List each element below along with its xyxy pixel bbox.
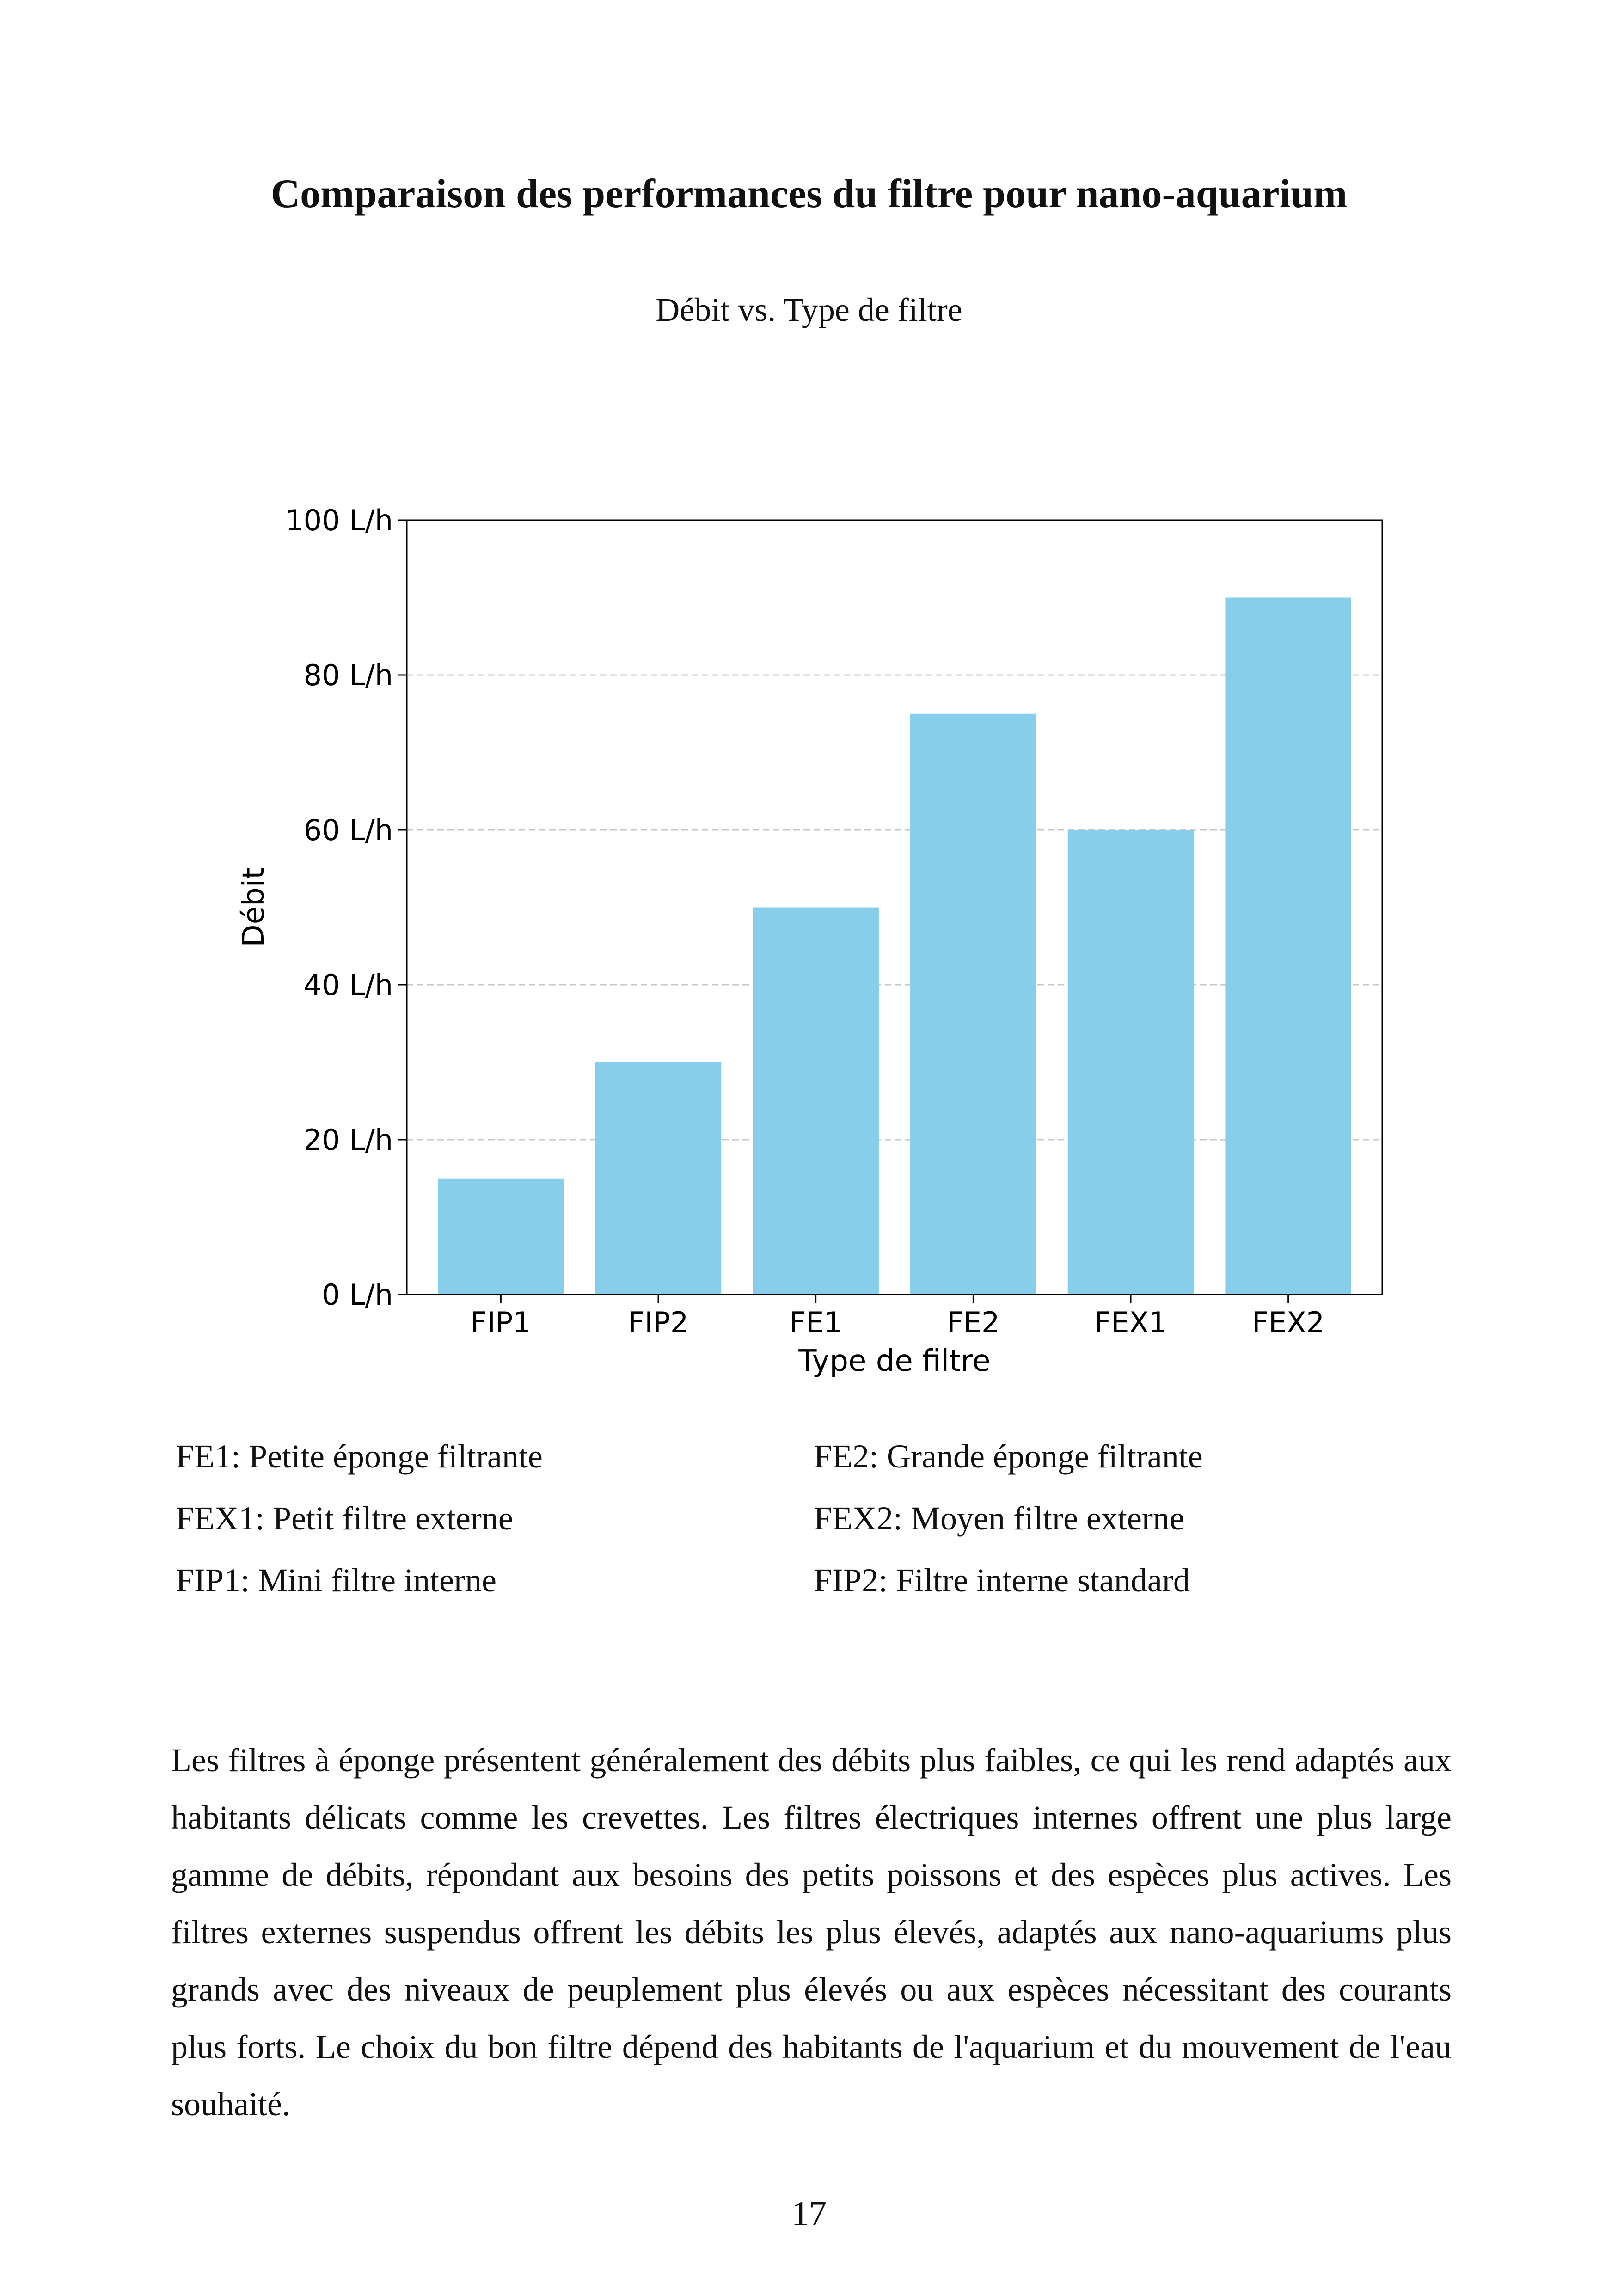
legend-entry: FIP1: Mini filtre interne bbox=[176, 1562, 496, 1599]
legend-entry: FE2: Grande éponge filtrante bbox=[814, 1438, 1203, 1475]
legend-row: FEX1: Petit filtre externe FEX2: Moyen f… bbox=[176, 1498, 1470, 1559]
legend-row: FE1: Petite éponge filtrante FE2: Grande… bbox=[176, 1436, 1470, 1498]
y-tick-label: 20 L/h bbox=[304, 1123, 393, 1157]
bar-fe1 bbox=[753, 907, 879, 1295]
x-tick-label: FE1 bbox=[790, 1306, 842, 1339]
x-tick-label: FIP1 bbox=[471, 1306, 531, 1339]
bar-fip2 bbox=[595, 1062, 722, 1295]
y-axis-title: Débit bbox=[237, 867, 271, 947]
bar-fe2 bbox=[910, 713, 1036, 1295]
body-paragraph: Les filtres à éponge présentent générale… bbox=[171, 1742, 1452, 2123]
x-tick-label: FEX1 bbox=[1095, 1306, 1167, 1339]
bar-fex1 bbox=[1067, 830, 1194, 1295]
y-tick-label: 0 L/h bbox=[322, 1278, 393, 1312]
legend-entry: FEX1: Petit filtre externe bbox=[176, 1500, 513, 1537]
bar-fex2 bbox=[1225, 597, 1351, 1295]
legend-entry: FE1: Petite éponge filtrante bbox=[176, 1438, 543, 1475]
page-title: Comparaison des performances du filtre p… bbox=[270, 172, 1348, 216]
y-tick-label: 60 L/h bbox=[304, 813, 393, 847]
bar-fip1 bbox=[438, 1178, 564, 1295]
bar-chart: 0 L/h 20 L/h 40 L/h 60 L/h 80 L/h 100 L/h FIP… bbox=[237, 503, 1383, 1378]
page-subtitle: Débit vs. Type de filtre bbox=[656, 291, 962, 328]
legend-entry: FEX2: Moyen filtre externe bbox=[814, 1500, 1184, 1537]
y-tick-label: 40 L/h bbox=[304, 968, 393, 1002]
x-tick-label: FE2 bbox=[947, 1306, 999, 1339]
plot-frame bbox=[406, 519, 1383, 1295]
legend-row: FIP1: Mini filtre interne FIP2: Filtre i… bbox=[176, 1559, 1470, 1621]
x-tick-label: FEX2 bbox=[1252, 1306, 1324, 1339]
x-axis-title: Type de filtre bbox=[798, 1344, 990, 1378]
x-tick-label: FIP2 bbox=[628, 1306, 689, 1339]
chart-bars bbox=[438, 597, 1351, 1295]
page-number: 17 bbox=[791, 2194, 827, 2233]
y-axis-ticks: 0 L/h 20 L/h 40 L/h 60 L/h 80 L/h 100 L/h bbox=[285, 503, 407, 1312]
y-tick-label: 100 L/h bbox=[285, 503, 393, 537]
legend-entry: FIP2: Filtre interne standard bbox=[814, 1562, 1190, 1599]
y-tick-label: 80 L/h bbox=[304, 658, 393, 692]
x-axis-ticks: FIP1 FIP2 FE1 FE2 FEX1 FEX2 bbox=[471, 1295, 1324, 1339]
abbreviation-legend: FE1: Petite éponge filtrante FE2: Grande… bbox=[176, 1436, 1470, 1621]
